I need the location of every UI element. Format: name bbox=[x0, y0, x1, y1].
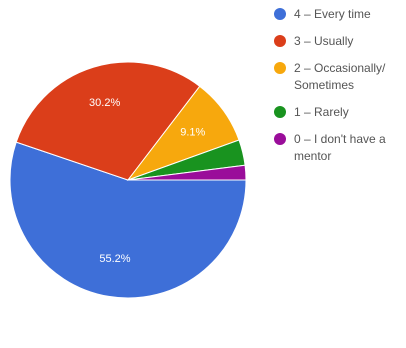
legend-item: 1 – Rarely bbox=[274, 104, 402, 121]
legend-swatch bbox=[274, 62, 286, 74]
pie-slice-labels: 55.2% 30.2% 9.1% bbox=[89, 97, 205, 265]
pie-slice bbox=[9, 141, 247, 299]
legend-label: 4 – Every time bbox=[294, 7, 371, 21]
legend-item: 4 – Every time bbox=[274, 6, 402, 23]
legend-swatch bbox=[274, 106, 286, 118]
legend-swatch bbox=[274, 8, 286, 20]
legend-label: 0 – I don't have a mentor bbox=[294, 132, 386, 163]
pie-slice-value-label: 9.1% bbox=[180, 127, 205, 139]
pie-slice-value-label: 55.2% bbox=[99, 253, 130, 265]
legend-item: 2 – Occasionally/ Sometimes bbox=[274, 60, 402, 94]
legend-item: 0 – I don't have a mentor bbox=[274, 131, 402, 165]
pie-slice bbox=[15, 61, 201, 181]
legend-label: 1 – Rarely bbox=[294, 105, 349, 119]
legend-swatch bbox=[274, 35, 286, 47]
chart-legend: 4 – Every time 3 – Usually 2 – Occasionall… bbox=[274, 6, 402, 175]
legend-item: 3 – Usually bbox=[274, 33, 402, 50]
pie-slice bbox=[127, 164, 247, 181]
legend-label: 2 – Occasionally/ Sometimes bbox=[294, 61, 386, 92]
pie-slices bbox=[9, 61, 247, 299]
legend-label: 3 – Usually bbox=[294, 34, 354, 48]
pie-slice-value-label: 30.2% bbox=[89, 97, 120, 109]
legend-swatch bbox=[274, 133, 286, 145]
